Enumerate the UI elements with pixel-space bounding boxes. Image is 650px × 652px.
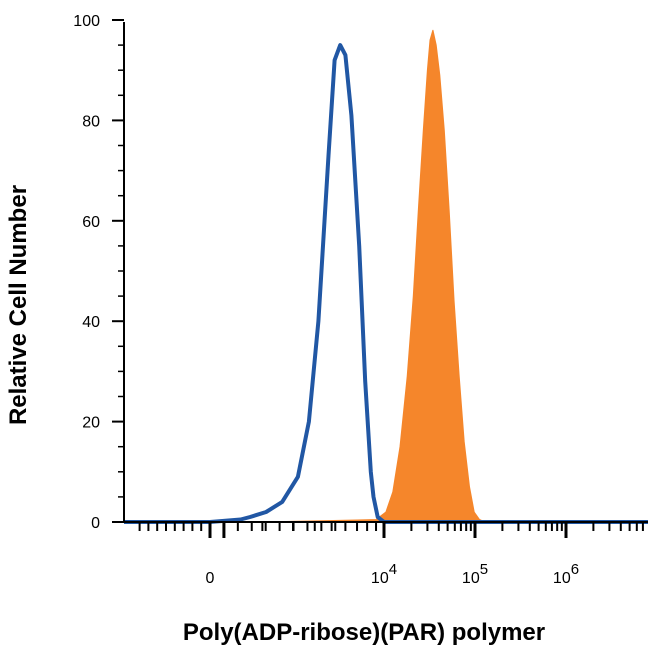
y-tick-label: 40 [82, 314, 100, 331]
y-tick-label: 60 [82, 214, 100, 231]
x-tick-label: 0 [206, 570, 215, 587]
x-tick-label: 104 [371, 561, 397, 587]
axes-layer [112, 19, 648, 538]
x-axis-title: Poly(ADP-ribose)(PAR) polymer [183, 619, 545, 646]
tick-labels-layer: 0 20 40 60 80 100 0 104 105 106 [73, 13, 579, 587]
y-axis-title: Relative Cell Number [5, 185, 32, 425]
x-tick-label: 105 [462, 561, 488, 587]
y-tick-label: 20 [82, 415, 100, 432]
outline-histogram-series [124, 43, 648, 524]
filled-histogram-series [124, 29, 648, 523]
y-tick-label: 80 [82, 113, 100, 130]
series-layer [124, 29, 648, 524]
y-tick-label: 0 [91, 515, 100, 532]
x-tick-label: 106 [553, 561, 579, 587]
y-tick-label: 100 [73, 13, 100, 30]
